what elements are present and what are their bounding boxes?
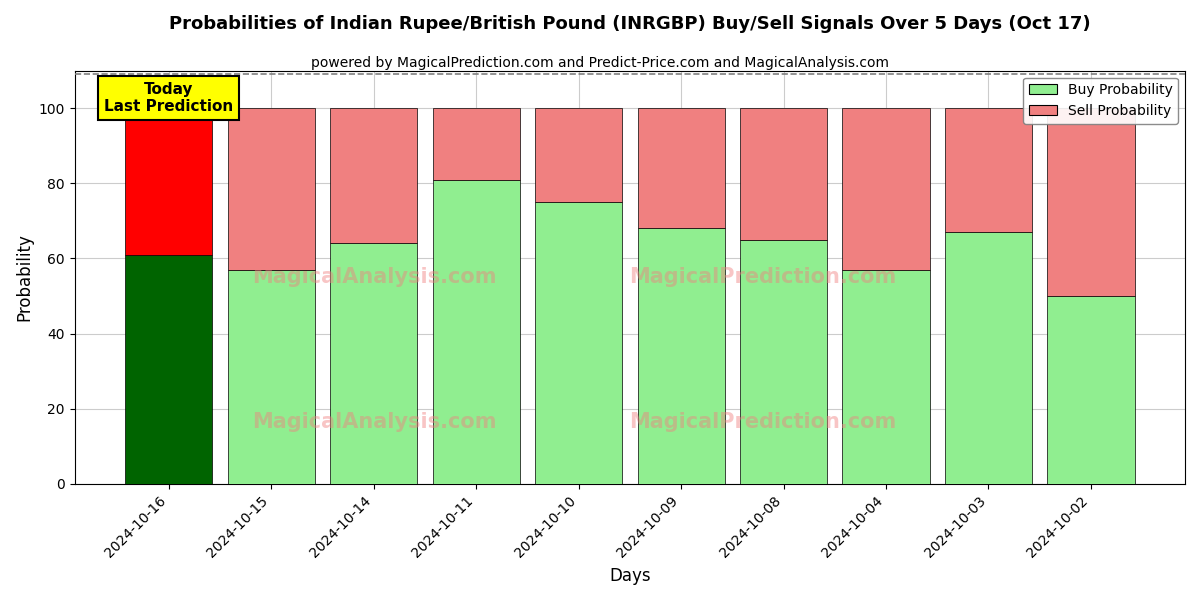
Bar [125,108,212,254]
Bar [637,229,725,484]
Bar [1048,108,1134,296]
Bar [1048,296,1134,484]
Title: Probabilities of Indian Rupee/British Pound (INRGBP) Buy/Sell Signals Over 5 Day: Probabilities of Indian Rupee/British Po… [169,15,1091,33]
Bar [944,232,1032,484]
Bar [125,254,212,484]
Bar [637,108,725,229]
Bar [535,202,622,484]
Bar [330,108,418,244]
Text: MagicalPrediction.com: MagicalPrediction.com [630,267,896,287]
Legend: Buy Probability, Sell Probability: Buy Probability, Sell Probability [1024,77,1178,124]
Bar [535,108,622,202]
Bar [842,270,930,484]
X-axis label: Days: Days [610,567,650,585]
Text: MagicalAnalysis.com: MagicalAnalysis.com [252,412,497,432]
Bar [740,239,827,484]
Bar [432,108,520,179]
Bar [432,179,520,484]
Text: powered by MagicalPrediction.com and Predict-Price.com and MagicalAnalysis.com: powered by MagicalPrediction.com and Pre… [311,56,889,70]
Text: Today
Last Prediction: Today Last Prediction [104,82,233,115]
Bar [944,108,1032,232]
Text: MagicalAnalysis.com: MagicalAnalysis.com [252,267,497,287]
Bar [330,244,418,484]
Bar [740,108,827,239]
Text: MagicalPrediction.com: MagicalPrediction.com [630,412,896,432]
Bar [228,108,314,270]
Bar [842,108,930,270]
Bar [228,270,314,484]
Y-axis label: Probability: Probability [16,233,34,321]
